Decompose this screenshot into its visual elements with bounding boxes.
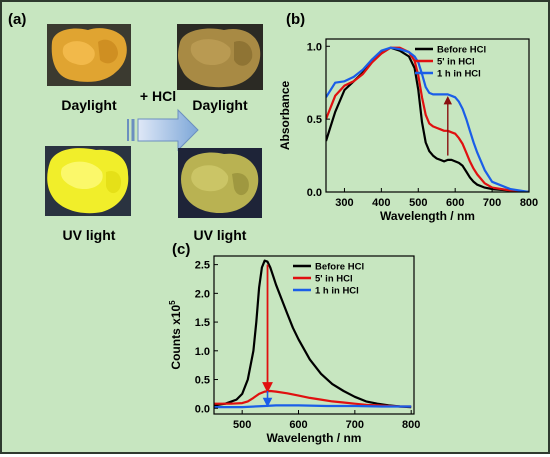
legend-entry-3: 1 h in HCl (315, 286, 359, 297)
y-tick-label: 0.5 (195, 375, 210, 387)
x-tick-label: 700 (346, 419, 364, 431)
label-uv-right: UV light (194, 227, 247, 243)
x-tick-label: 500 (233, 419, 251, 431)
y-axis-label: Absorbance (278, 81, 292, 151)
series-line-2 (326, 46, 529, 192)
reagent-label: + HCl (140, 88, 176, 104)
y-axis-label: Counts x105 (168, 300, 183, 370)
sample-photo-uv-before (45, 146, 131, 216)
series-line-3 (326, 46, 529, 192)
x-tick-label: 700 (483, 197, 501, 209)
figure-canvas: (a) Daylight Daylight + HCl UV light UV … (8, 11, 538, 445)
panel-label-c: (c) (172, 241, 190, 258)
panel-label-a: (a) (8, 11, 26, 28)
label-uv-left: UV light (63, 227, 116, 243)
plot-frame (325, 38, 530, 193)
label-daylight-left: Daylight (61, 97, 117, 113)
y-tick-label: 2.5 (195, 260, 210, 272)
y-tick-label: 0.0 (195, 403, 210, 415)
y-tick-label: 1.5 (195, 317, 210, 329)
x-axis-label: Wavelength / nm (380, 209, 475, 223)
y-tick-label: 1.0 (307, 41, 322, 53)
emission-chart: 500 600 700 800 0.0 0.5 1.0 1.5 2.0 2.5 Wavelength… (168, 255, 420, 445)
plot-area (214, 259, 412, 409)
plot-area (326, 46, 529, 192)
x-tick-label: 500 (409, 197, 427, 209)
x-tick-label: 600 (289, 419, 307, 431)
sample-photo-daylight-before (47, 24, 131, 86)
series-line-3 (214, 404, 412, 409)
x-tick-label: 800 (402, 419, 420, 431)
legend-entry-1: Before HCl (315, 262, 364, 273)
y-tick-label: 0.5 (307, 114, 322, 126)
y-tick-label: 1.0 (195, 346, 210, 358)
legend-entry-3: 1 h in HCl (437, 69, 481, 80)
x-tick-label: 800 (520, 197, 538, 209)
sample-photo-uv-after (178, 148, 262, 218)
series-line-2 (214, 389, 412, 408)
plot-frame (213, 255, 415, 415)
legend-entry-1: Before HCl (437, 45, 486, 56)
legend-entry-2: 5' in HCl (437, 57, 475, 68)
y-tick-label: 2.0 (195, 288, 210, 300)
x-axis-label: Wavelength / nm (267, 431, 362, 445)
sample-photo-daylight-after (177, 24, 263, 90)
absorbance-chart: 300 400 500 600 700 800 0.0 0.5 1.0 Wavelength / … (278, 38, 538, 223)
legend-entry-2: 5' in HCl (315, 274, 353, 285)
x-tick-label: 600 (446, 197, 464, 209)
y-tick-label: 0.0 (307, 187, 322, 199)
label-daylight-right: Daylight (192, 97, 248, 113)
reaction-arrow-icon (127, 108, 199, 152)
x-tick-label: 400 (372, 197, 390, 209)
x-tick-label: 300 (335, 197, 353, 209)
series-line-1 (214, 259, 412, 409)
panel-label-b: (b) (286, 11, 305, 28)
y-axis-label-superscript: 5 (168, 300, 177, 305)
